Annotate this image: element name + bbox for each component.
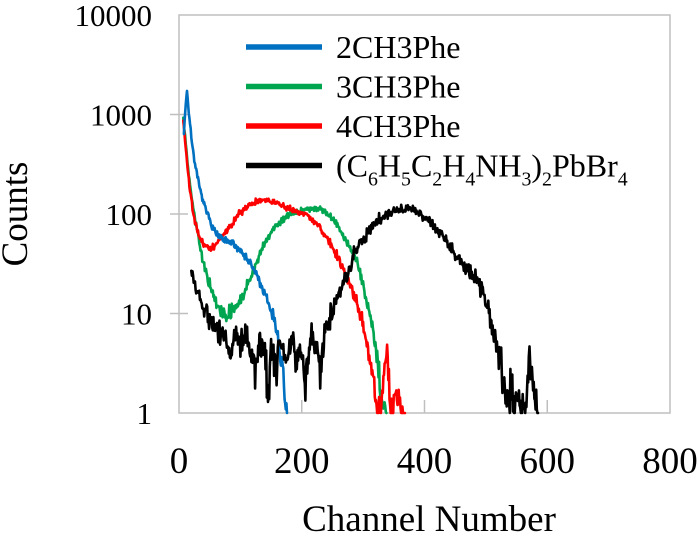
- legend-label-2CH3Phe: 2CH3Phe: [336, 29, 460, 65]
- y-axis-title: Counts: [0, 162, 36, 267]
- y-tick-label: 10: [121, 297, 152, 332]
- axis-ticks: 0 200 400 600 800 1 10 100 1000 10000: [75, 0, 698, 482]
- x-axis-title: Channel Number: [302, 499, 556, 539]
- series-lines: [182, 89, 540, 415]
- x-tick-label: 400: [397, 441, 453, 482]
- legend-label-3CH3Phe: 3CH3Phe: [336, 69, 460, 105]
- y-tick-label: 1: [137, 396, 153, 431]
- legend-label-4CH3Phe: 4CH3Phe: [336, 108, 460, 144]
- y-tick-label: 1000: [90, 98, 152, 133]
- x-tick-label: 600: [520, 441, 576, 482]
- x-tick-label: 200: [274, 441, 330, 482]
- y-tick-label: 10000: [75, 0, 153, 33]
- y-tick-label: 100: [106, 197, 153, 232]
- legend-label-(C6H5C2H4NH3)2PbBr4: (C6H5C2H4NH3)2PbBr4: [336, 148, 628, 191]
- x-tick-label: 800: [642, 441, 698, 482]
- series-line-2CH3Phe: [182, 89, 289, 415]
- series-line-(C6H5C2H4NH3)2PbBr4: [190, 203, 540, 415]
- x-tick-label: 0: [170, 441, 189, 482]
